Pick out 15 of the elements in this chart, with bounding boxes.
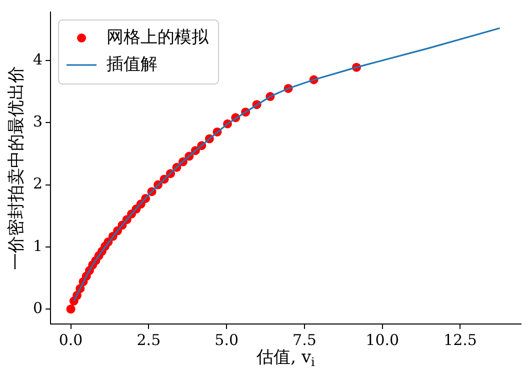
legend-label: 插值解 [106, 54, 158, 74]
y-tick-label: 1 [32, 236, 43, 255]
x-tick-label: 0.0 [58, 330, 83, 349]
y-tick-label: 0 [32, 298, 43, 317]
legend-label: 网格上的模拟 [106, 27, 210, 48]
y-tick-label: 2 [32, 174, 43, 193]
x-tick-label: 10.0 [366, 330, 400, 349]
y-tick-label: 4 [32, 50, 43, 68]
x-tick-label: 7.5 [292, 330, 316, 349]
x-tick-label: 5.0 [214, 330, 239, 349]
x-tick-label: 12.5 [444, 330, 477, 349]
x-tick-label: 2.5 [136, 330, 161, 349]
y-axis-title: 一价密封拍卖中的最优出价 [6, 66, 26, 270]
y-tick-label: 3 [32, 112, 43, 131]
point [66, 304, 76, 314]
